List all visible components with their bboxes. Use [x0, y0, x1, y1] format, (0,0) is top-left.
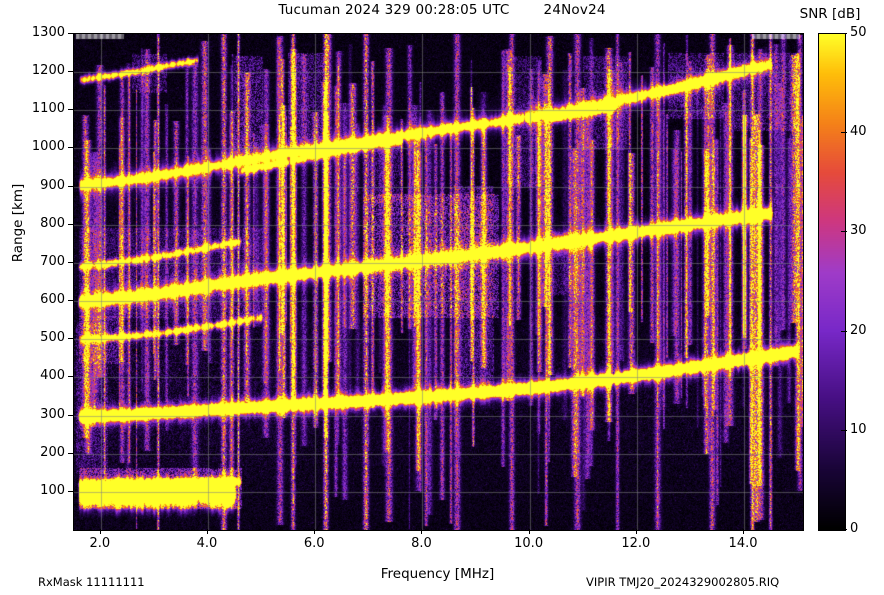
ionogram-canvas [74, 34, 803, 530]
x-tick-label: 8.0 [411, 536, 432, 551]
x-tick-label: 14.0 [728, 536, 758, 551]
x-axis-label: Frequency [MHz] [380, 566, 495, 582]
colorbar-tick-label: 40 [850, 124, 867, 140]
x-tick-label: 2.0 [89, 536, 111, 551]
colorbar-canvas [819, 34, 845, 530]
x-tick-label: 6.0 [303, 536, 325, 551]
y-tick-label: 800 [40, 215, 65, 231]
x-tick-label: 4.0 [196, 536, 218, 551]
colorbar-tick-label: 10 [850, 421, 867, 437]
y-tick-label: 200 [40, 444, 65, 460]
y-tick-label: 1300 [31, 25, 65, 40]
title-station-time: Tucuman 2024 329 00:28:05 UTC [278, 2, 510, 18]
footer-left: RxMask 11111111 [38, 575, 145, 589]
colorbar-tick-label: 0 [850, 521, 859, 536]
colorbar-title: SNR [dB] [799, 6, 861, 22]
title-date: 24Nov24 [543, 2, 606, 18]
y-tick-label: 1100 [31, 101, 65, 117]
y-tick-label: 900 [40, 177, 65, 193]
x-tick-label: 12.0 [621, 536, 651, 551]
y-tick-label: 500 [40, 330, 65, 346]
y-tick-label: 1000 [31, 139, 65, 155]
y-tick-label: 100 [40, 482, 65, 498]
colorbar-tick-label: 30 [850, 223, 867, 239]
colorbar [818, 33, 846, 531]
y-tick-label: 1200 [31, 63, 65, 79]
footer-right: VIPIR TMJ20_2024329002805.RIQ [586, 575, 780, 589]
colorbar-tick-label: 50 [850, 25, 867, 40]
figure-title: Tucuman 2024 329 00:28:05 UTC 24Nov24 [0, 2, 884, 18]
y-tick-label: 400 [40, 368, 65, 384]
y-tick-label: 600 [40, 292, 65, 308]
ionogram-plot-area [73, 33, 804, 531]
x-tick-label: 10.0 [514, 536, 544, 551]
y-tick-label: 300 [40, 406, 65, 422]
colorbar-tick-label: 20 [850, 322, 867, 338]
y-tick-label: 700 [40, 253, 65, 269]
